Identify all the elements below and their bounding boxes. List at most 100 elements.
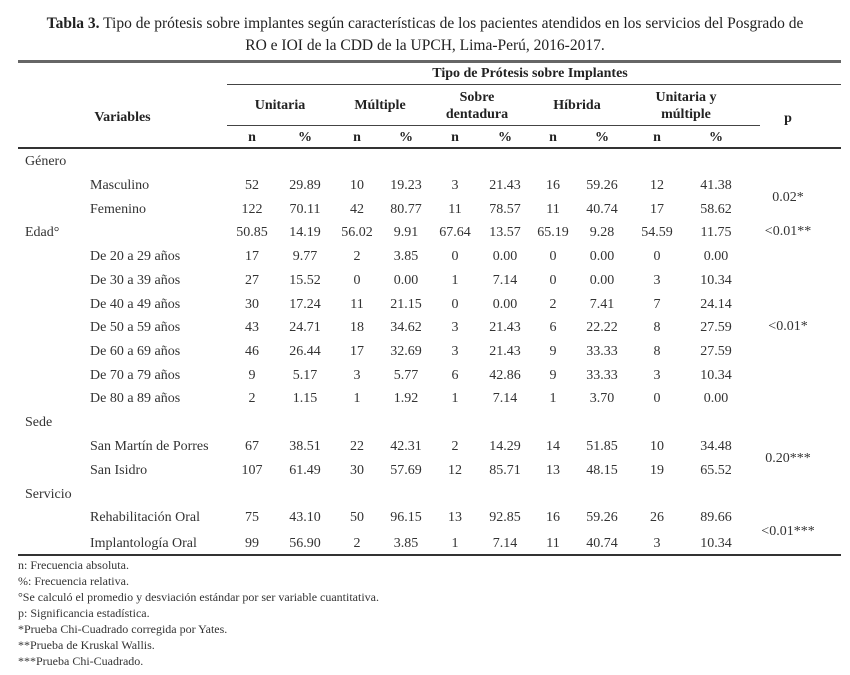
note-pct: %: Frecuencia relativa. (18, 573, 379, 589)
cell-pct: 3.70 (572, 390, 632, 408)
cell-n: 54.59 (627, 224, 687, 242)
table-bottom-rule (18, 554, 841, 556)
cell-n: 3 (627, 272, 687, 290)
cell-pct: 26.44 (275, 343, 335, 361)
cell-n: 52 (222, 177, 282, 195)
cell-pct: 29.89 (275, 177, 335, 195)
cell-n: 10 (627, 438, 687, 456)
cell-n: 0 (627, 248, 687, 266)
cell-n: 19 (627, 462, 687, 480)
note-chi: ***Prueba Chi-Cuadrado. (18, 653, 379, 669)
p-value-edad: <0.01** (743, 223, 833, 241)
col-group-sobre-line2: dentadura (427, 106, 527, 123)
col-group-multiple: Múltiple (330, 97, 430, 114)
row-label: San Isidro (90, 462, 147, 480)
col-group-sobre-line1: Sobre (427, 89, 527, 106)
cell-pct: 33.33 (572, 343, 632, 361)
cell-pct: 40.74 (572, 535, 632, 553)
row-label: Implantología Oral (90, 535, 197, 553)
note-degree: °Se calculó el promedio y desviación est… (18, 589, 379, 605)
subheader-rule (227, 125, 760, 126)
cell-pct: 9.77 (275, 248, 335, 266)
note-kruskal: **Prueba de Kruskal Wallis. (18, 637, 379, 653)
caption-text-1: Tipo de prótesis sobre implantes según c… (100, 15, 804, 32)
cell-pct: 22.22 (572, 319, 632, 337)
cell-pct: 56.90 (275, 535, 335, 553)
cell-pct: 59.26 (572, 177, 632, 195)
col-group-unitaria: Unitaria (230, 97, 330, 114)
cell-pct: 0.00 (686, 390, 746, 408)
cell-n: 30 (222, 296, 282, 314)
group-rule (227, 84, 841, 85)
cell-pct: 41.38 (686, 177, 746, 195)
cell-pct: 0.00 (572, 272, 632, 290)
row-label: De 20 a 29 años (90, 248, 180, 266)
row-label: De 50 a 59 años (90, 319, 180, 337)
row-label: De 70 a 79 años (90, 367, 180, 385)
p-value-sede: 0.20*** (743, 450, 833, 468)
subheader-pct: % (691, 129, 741, 146)
cell-n: 26 (627, 509, 687, 527)
cell-pct: 10.34 (686, 367, 746, 385)
cell-pct: 11.75 (686, 224, 746, 242)
cell-n: 3 (627, 535, 687, 553)
subheader-n: n (332, 129, 382, 146)
cell-pct: 33.33 (572, 367, 632, 385)
col-group-unitaria-multiple-line2: múltiple (636, 106, 736, 123)
cell-n: 107 (222, 462, 282, 480)
row-label: De 30 a 39 años (90, 272, 180, 290)
note-p: p: Significancia estadística. (18, 605, 379, 621)
cell-n: 75 (222, 509, 282, 527)
caption-line-2: RO e IOI de la CDD de la UPCH, Lima-Perú… (0, 35, 850, 57)
cell-n: 46 (222, 343, 282, 361)
cell-pct: 38.51 (275, 438, 335, 456)
note-n: n: Frecuencia absoluta. (18, 557, 379, 573)
cell-n: 99 (222, 535, 282, 553)
cell-n: 9 (222, 367, 282, 385)
cell-n: 8 (627, 343, 687, 361)
cell-n: 0 (627, 390, 687, 408)
p-value-genero: 0.02* (743, 189, 833, 207)
cell-pct: 10.34 (686, 272, 746, 290)
table-caption: Tabla 3. Tipo de prótesis sobre implante… (0, 13, 850, 57)
cell-pct: 9.28 (572, 224, 632, 242)
table-top-rule (18, 60, 841, 63)
subheader-n: n (632, 129, 682, 146)
cell-n: 43 (222, 319, 282, 337)
subheader-n: n (227, 129, 277, 146)
row-category: Género (25, 153, 66, 171)
p-value-servicio: <0.01*** (743, 523, 833, 541)
row-label: Femenino (90, 201, 146, 219)
cell-n: 17 (627, 201, 687, 219)
row-label: De 80 a 89 años (90, 390, 180, 408)
cell-n: 122 (222, 201, 282, 219)
row-category: Edad° (25, 224, 59, 242)
cell-pct: 0.00 (572, 248, 632, 266)
table-notes: n: Frecuencia absoluta. %: Frecuencia re… (18, 557, 379, 669)
cell-n: 50.85 (222, 224, 282, 242)
subheader-n: n (430, 129, 480, 146)
cell-pct: 15.52 (275, 272, 335, 290)
subheader-pct: % (381, 129, 431, 146)
cell-pct: 27.59 (686, 319, 746, 337)
subheader-n: n (528, 129, 578, 146)
cell-pct: 40.74 (572, 201, 632, 219)
cell-pct: 27.59 (686, 343, 746, 361)
cell-pct: 14.19 (275, 224, 335, 242)
cell-pct: 89.66 (686, 509, 746, 527)
cell-pct: 24.14 (686, 296, 746, 314)
header-bottom-rule (18, 147, 841, 149)
row-label: De 60 a 69 años (90, 343, 180, 361)
row-label: Rehabilitación Oral (90, 509, 200, 527)
caption-line-1: Tabla 3. Tipo de prótesis sobre implante… (0, 13, 850, 35)
col-group-hibrida: Híbrida (527, 97, 627, 114)
p-value-edad-rangos: <0.01* (743, 318, 833, 336)
cell-pct: 65.52 (686, 462, 746, 480)
cell-n: 3 (627, 367, 687, 385)
row-label: De 40 a 49 años (90, 296, 180, 314)
row-label: Masculino (90, 177, 149, 195)
subheader-pct: % (577, 129, 627, 146)
note-yates: *Prueba Chi-Cuadrado corregida por Yates… (18, 621, 379, 637)
cell-pct: 7.41 (572, 296, 632, 314)
col-group-unitaria-multiple-line1: Unitaria y (636, 89, 736, 106)
